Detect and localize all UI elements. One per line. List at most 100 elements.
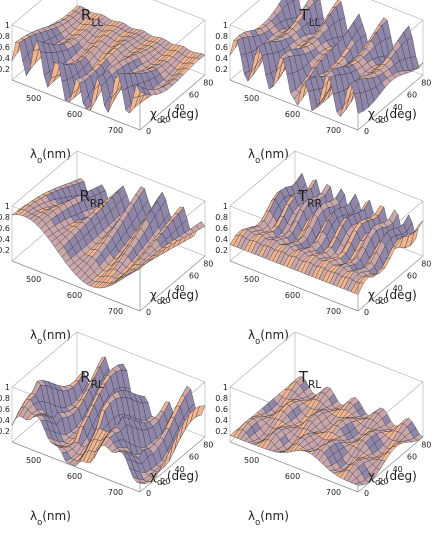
chi-tick-label: 20	[160, 115, 170, 124]
lambda-tick-label: 700	[326, 488, 341, 497]
z-tick-label: 0.8	[215, 32, 228, 41]
label-main: T	[299, 6, 310, 24]
z-tick-label: 1	[5, 202, 10, 211]
chi-tick-label: 60	[407, 272, 417, 281]
panel-title: RLL	[81, 6, 103, 29]
z-tick-label: 0.2	[215, 427, 228, 436]
box-edge	[11, 79, 141, 131]
z-tick-label: 0.4	[215, 416, 228, 425]
label-sub: dc	[157, 115, 167, 125]
lambda-tick-label: 500	[244, 94, 259, 103]
z-tick-label: 0.4	[0, 235, 10, 244]
box-edge	[76, 331, 206, 383]
lambda-axis-label: λo(nm)	[30, 509, 71, 527]
box-edge	[357, 74, 424, 131]
lambda-axis-label: λo(nm)	[248, 328, 289, 346]
z-tick-label: 1	[223, 202, 228, 211]
box-edge	[139, 255, 206, 312]
label-unit: (deg)	[167, 469, 199, 483]
lambda-axis-label: λo(nm)	[248, 509, 289, 527]
label-unit: (deg)	[385, 288, 417, 302]
label-main: R	[80, 368, 90, 386]
label-unit: (nm)	[42, 147, 71, 161]
lambda-tick-label: 500	[26, 275, 41, 284]
label-unit: (deg)	[167, 288, 199, 302]
label-unit: (nm)	[260, 147, 289, 161]
label-main: χ	[368, 469, 375, 483]
label-main: T	[297, 187, 308, 205]
label-main: λ	[248, 147, 255, 161]
label-sub: dc	[375, 296, 385, 306]
z-tick-label: 0.2	[0, 65, 10, 74]
box-edge	[370, 0, 424, 21]
label-sub: o	[255, 336, 260, 346]
box-edge	[139, 74, 206, 131]
z-tick-label: 0.4	[215, 235, 228, 244]
box-edge	[76, 150, 206, 202]
z-tick-label: 0.4	[215, 54, 228, 63]
surface-patch	[413, 220, 424, 233]
z-tick-label: 0.8	[0, 394, 10, 403]
box-edge	[357, 255, 424, 312]
chi-tick-label: 40	[175, 103, 185, 112]
label-sub: LL	[309, 17, 321, 29]
box-edge	[229, 260, 359, 312]
z-tick-label: 1	[223, 21, 228, 30]
label-sub: o	[37, 155, 42, 165]
chi-tick-label: 20	[378, 296, 388, 305]
chi-tick-label: 20	[378, 115, 388, 124]
z-tick-label: 0.8	[0, 213, 10, 222]
box-edge	[11, 150, 78, 207]
z-tick-label: 0.6	[0, 405, 10, 414]
z-tick-label: 0.6	[215, 405, 228, 414]
lambda-tick-label: 600	[285, 110, 300, 119]
lambda-tick-label: 700	[108, 307, 123, 316]
chi-tick-label: 0	[146, 308, 151, 317]
chi-tick-label: 40	[175, 284, 185, 293]
label-sub: o	[255, 155, 260, 165]
chi-axis-label: χdc(deg)	[150, 288, 199, 306]
box-edge	[294, 331, 424, 383]
chi-tick-label: 80	[203, 260, 213, 269]
box-edge	[229, 150, 296, 207]
label-main: λ	[30, 328, 37, 342]
z-tick-label: 0.6	[0, 224, 10, 233]
chi-tick-label: 40	[393, 103, 403, 112]
label-unit: (deg)	[385, 469, 417, 483]
z-tick-label: 0.2	[0, 427, 10, 436]
panel-title: RRR	[79, 187, 104, 210]
chi-tick-label: 0	[364, 489, 369, 498]
lambda-tick-label: 500	[26, 456, 41, 465]
z-tick-label: 1	[223, 383, 228, 392]
chi-tick-label: 20	[160, 296, 170, 305]
panel-title: TRR	[297, 187, 322, 210]
panel: 1 0.8 0.6 0.4 0.2 500 600 700 0 20 40 60 80 RLL λo(nm)…	[0, 0, 213, 165]
z-tick-label: 0.2	[0, 246, 10, 255]
chi-tick-label: 80	[421, 79, 431, 88]
chi-tick-label: 80	[203, 79, 213, 88]
z-tick-label: 0.6	[215, 224, 228, 233]
chi-tick-label: 60	[189, 453, 199, 462]
lambda-tick-label: 500	[244, 275, 259, 284]
lambda-tick-label: 600	[67, 110, 82, 119]
panel-title: TLL	[299, 6, 321, 29]
z-tick-label: 0.4	[0, 416, 10, 425]
z-tick-label: 0.8	[215, 394, 228, 403]
chi-tick-label: 80	[421, 260, 431, 269]
label-main: χ	[150, 107, 157, 121]
box-edge	[294, 150, 424, 202]
label-sub: RL	[308, 379, 321, 391]
label-sub: dc	[375, 115, 385, 125]
chi-tick-label: 0	[364, 127, 369, 136]
label-main: λ	[248, 509, 255, 523]
box-edge	[229, 79, 359, 131]
panel: 1 0.8 0.6 0.4 0.2 500 600 700 0 20 40 60 80 TLL λo(nm)…	[215, 0, 431, 165]
z-tick-label: 1	[5, 21, 10, 30]
chi-axis-label: χdc(deg)	[368, 107, 417, 125]
label-main: R	[81, 6, 91, 24]
z-tick-label: 0.6	[215, 43, 228, 52]
label-main: χ	[150, 469, 157, 483]
label-sub: dc	[157, 296, 167, 306]
label-main: χ	[368, 107, 375, 121]
